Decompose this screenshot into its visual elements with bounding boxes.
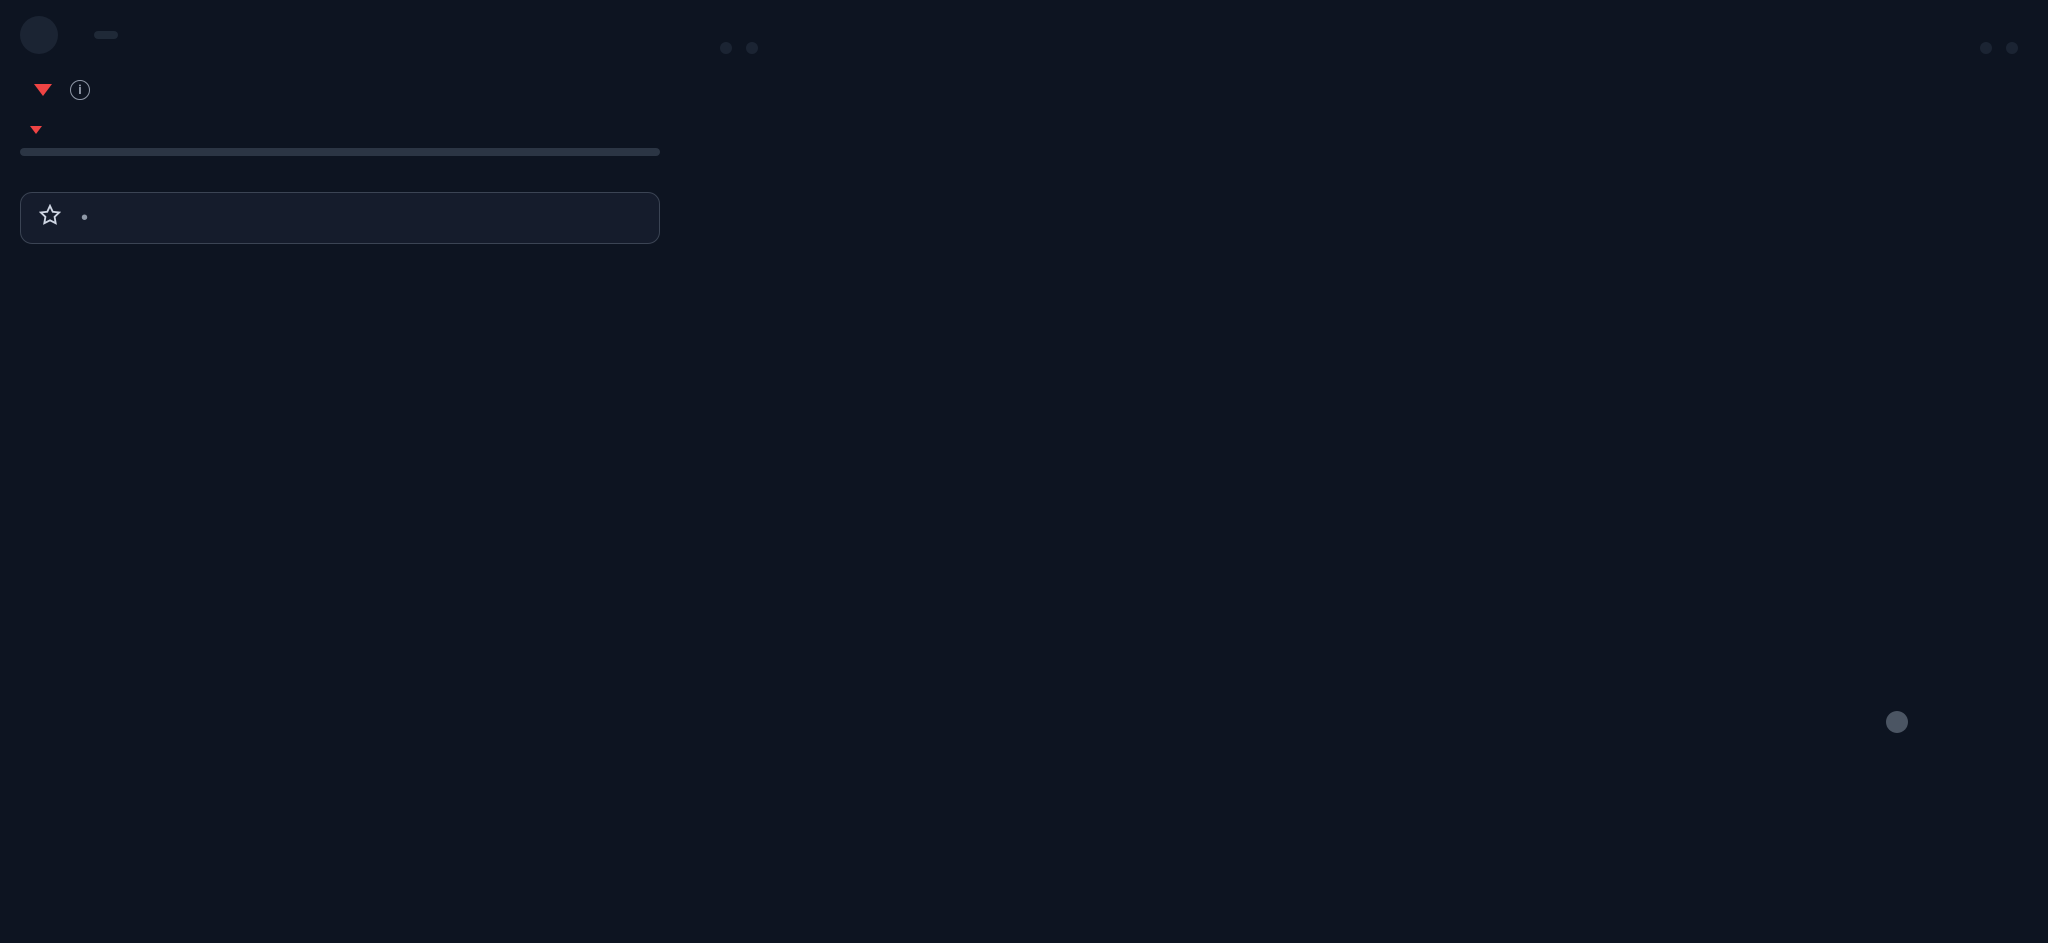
star-icon <box>39 204 61 232</box>
coin-summary-panel: i • <box>0 0 680 943</box>
range-tabs <box>1980 42 1992 54</box>
metric-tabs <box>720 42 732 54</box>
price-chart-svg <box>720 108 1020 258</box>
chart-area[interactable] <box>720 108 2018 943</box>
caret-down-icon <box>34 84 52 96</box>
price-row: i <box>20 80 656 100</box>
chart-actions-group <box>2006 42 2018 54</box>
add-to-portfolio-button[interactable]: • <box>20 192 660 244</box>
rank-badge <box>94 31 118 39</box>
chart-toolbar <box>720 18 2018 78</box>
price-change-pct <box>34 84 56 96</box>
chart-type-group <box>746 42 758 54</box>
watermark-logo-icon <box>1886 711 1908 733</box>
price-info-icon[interactable]: i <box>70 80 90 100</box>
title-row <box>20 16 656 54</box>
btc-price-change <box>30 126 46 134</box>
watermark <box>1886 711 1918 733</box>
chart-panel <box>680 0 2048 943</box>
coin-logo-icon <box>20 16 58 54</box>
range-bar <box>20 148 660 156</box>
caret-down-icon <box>30 126 42 134</box>
btc-price-row <box>20 126 656 134</box>
